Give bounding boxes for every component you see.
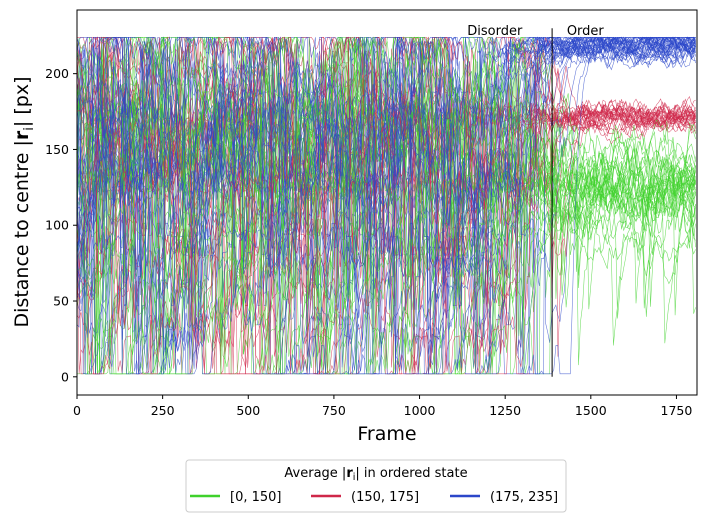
trajectory-line xyxy=(77,36,696,375)
y-tick-label: 100 xyxy=(45,218,69,233)
legend-title-pre: Average | xyxy=(284,466,346,481)
y-tick-label: 200 xyxy=(45,66,69,81)
trajectory-line xyxy=(77,37,696,375)
legend-title: Average |ri| in ordered state xyxy=(284,466,467,483)
legend-label-red: (150, 175] xyxy=(351,490,419,505)
legend-box xyxy=(185,459,567,513)
legend-title-sub: i xyxy=(353,472,356,483)
y-axis-title-pre: Distance to centre | xyxy=(11,140,33,327)
trajectory-line xyxy=(77,36,696,375)
trajectory-line xyxy=(77,37,696,375)
trajectory-line xyxy=(77,37,696,374)
x-tick-label: 250 xyxy=(151,403,175,418)
trajectory-line xyxy=(77,36,696,375)
trajectory-line xyxy=(77,36,696,375)
trajectory-traces xyxy=(77,36,696,375)
trajectory-line xyxy=(77,63,696,375)
trajectory-line xyxy=(77,36,696,374)
legend-title-post: | in ordered state xyxy=(355,466,467,481)
y-tick-label: 0 xyxy=(61,369,69,384)
y-tick-label: 150 xyxy=(45,142,69,157)
legend-label-green: [0, 150] xyxy=(230,490,282,505)
legend-title-bold: r xyxy=(346,466,353,481)
plot-frame xyxy=(76,9,698,396)
trajectory-line xyxy=(77,36,696,375)
y-axis-title-bold: r xyxy=(11,130,33,140)
y-axis: 0 50 100 150 200 xyxy=(45,66,77,384)
trajectory-line xyxy=(77,36,696,375)
legend: Average |ri| in ordered state [0, 150] (… xyxy=(185,459,567,513)
trajectory-line xyxy=(77,36,696,345)
trajectory-line xyxy=(77,37,696,333)
trajectory-line xyxy=(77,36,696,375)
annotation-order: Order xyxy=(567,24,605,39)
y-axis-title: Distance to centre |ri| [px] xyxy=(11,77,37,328)
x-tick-label: 0 xyxy=(73,403,81,418)
trajectory-line xyxy=(77,36,696,375)
trajectory-line xyxy=(77,36,696,375)
x-tick-label: 1250 xyxy=(489,403,521,418)
legend-label-blue: (175, 235] xyxy=(490,490,558,505)
trajectory-line xyxy=(77,37,696,375)
x-tick-label: 1500 xyxy=(575,403,607,418)
x-tick-label: 750 xyxy=(322,403,346,418)
y-axis-title-sub: i xyxy=(22,127,37,131)
x-tick-label: 500 xyxy=(236,403,260,418)
annotation-disorder: Disorder xyxy=(467,24,523,39)
x-axis-title: Frame xyxy=(357,423,416,445)
trajectory-line xyxy=(77,36,696,356)
trajectory-line xyxy=(77,36,696,375)
y-tick-label: 50 xyxy=(53,294,69,309)
x-axis: 0 250 500 750 1000 1250 1500 1750 xyxy=(73,395,692,418)
trajectory-line xyxy=(77,37,696,375)
trajectory-line xyxy=(77,36,696,375)
y-axis-title-post: | [px] xyxy=(11,77,33,128)
trajectory-line xyxy=(77,36,696,375)
x-tick-label: 1000 xyxy=(404,403,436,418)
x-tick-label: 1750 xyxy=(661,403,693,418)
